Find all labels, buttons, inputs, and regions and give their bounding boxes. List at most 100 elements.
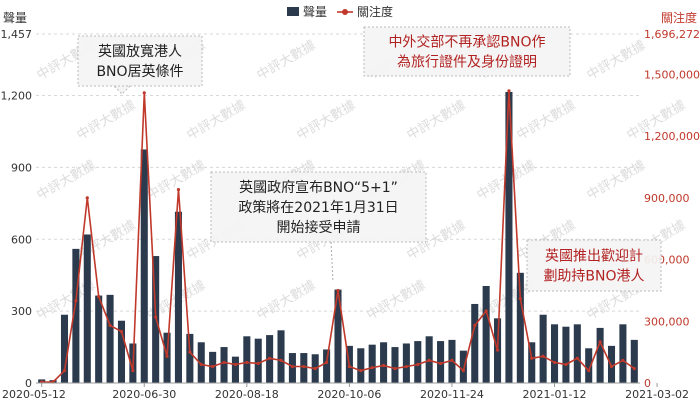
right-tick-label: 300,000	[644, 315, 690, 328]
line-point	[438, 361, 443, 366]
annotation: 英國放寬港人 BNO居英條件	[77, 35, 203, 95]
bar	[596, 327, 604, 383]
line-point	[518, 297, 522, 301]
line-point	[393, 366, 397, 371]
line-point	[233, 362, 238, 367]
line-point	[222, 360, 226, 365]
line-series	[40, 89, 636, 384]
line-point	[609, 364, 614, 369]
bar	[516, 272, 524, 383]
line-point	[621, 358, 625, 362]
legend-label: 聲量	[303, 4, 327, 19]
line-point	[427, 358, 431, 362]
bar	[550, 324, 559, 383]
watermark-text: 中評大數據	[75, 98, 139, 143]
line-point	[473, 323, 477, 327]
line-point	[495, 348, 500, 352]
x-tick-label: 2020-06-30	[112, 388, 176, 401]
bar	[174, 211, 182, 383]
legend: 聲量 關注度	[287, 4, 393, 19]
right-tick-label: 900,000	[644, 192, 690, 205]
bar	[471, 303, 479, 383]
line-point	[142, 91, 146, 95]
bar	[277, 330, 285, 383]
line-point	[85, 196, 89, 200]
watermark-text: 中評大數據	[35, 158, 99, 203]
line-point	[450, 358, 454, 362]
left-tick-label: 900	[11, 161, 32, 174]
bar	[482, 285, 490, 383]
bar	[197, 342, 205, 383]
line-point	[290, 364, 295, 369]
line-point	[416, 362, 420, 367]
x-tick-label: 2020-10-06	[317, 388, 381, 401]
annotation-text: 英國放寬港人	[98, 43, 182, 60]
line-point	[461, 369, 465, 373]
bar	[220, 347, 228, 383]
bar	[619, 324, 627, 383]
bar	[585, 348, 593, 383]
annotation-text: 政策將在2021年1月31日	[238, 199, 398, 216]
annotation-box	[77, 35, 203, 87]
annotation-pointer	[330, 241, 334, 283]
bar	[83, 234, 91, 383]
right-tick-label: 1,200,000	[644, 130, 700, 143]
line-point	[211, 364, 215, 369]
line-point	[541, 354, 545, 358]
bar	[117, 320, 126, 383]
bar	[243, 336, 251, 383]
annotation-text: 劃助持BNO港人	[543, 269, 644, 285]
left-tick-label: 600	[11, 233, 32, 246]
watermark-text: 中評大數據	[365, 278, 429, 323]
left-tick-label: 1,200	[1, 90, 33, 103]
line-point	[62, 369, 67, 373]
watermark-text: 中評大數據	[145, 158, 209, 203]
bar	[562, 326, 570, 383]
x-tick-label: 2020-05-12	[2, 388, 66, 401]
bar	[72, 248, 80, 383]
legend-swatch-dot	[342, 9, 348, 15]
legend-swatch-bar	[287, 7, 299, 16]
bar	[391, 347, 399, 383]
watermark-text: 中評大數據	[185, 98, 249, 143]
line-point	[199, 362, 203, 367]
bar	[459, 350, 467, 383]
line-point	[302, 364, 306, 369]
line-point	[598, 340, 602, 344]
bar	[402, 343, 410, 383]
left-tick-label: 1,457	[1, 28, 33, 41]
left-tick-label: 0	[25, 377, 32, 390]
annotation-text: 為旅行證件及身份證明	[397, 54, 537, 71]
annotation-pointer	[112, 85, 132, 95]
annotation-box	[526, 239, 662, 292]
watermark-text: 中評大數據	[255, 278, 319, 323]
watermark-text: 中評大數據	[585, 158, 649, 203]
bar	[607, 345, 616, 383]
watermark-text: 中評大數據	[255, 38, 319, 83]
line-point	[507, 89, 511, 93]
bar	[528, 342, 536, 383]
watermark-text: 中評大數據	[295, 98, 359, 143]
line-point	[165, 354, 169, 358]
line-point	[359, 369, 363, 373]
axes: 1,457 1,200 900 600 300 0 1,696,272 1,500,000 1,…	[1, 10, 700, 401]
bar	[414, 341, 422, 383]
left-tick-label: 300	[11, 305, 32, 318]
annotation-text: 英國推出歡迎計	[545, 248, 643, 265]
bar	[630, 339, 638, 383]
x-tick-label: 2020-11-24	[420, 388, 484, 401]
x-tick-label: 2020-08-18	[215, 388, 279, 401]
bar	[60, 314, 69, 383]
x-tick-label: 2021-01-12	[523, 388, 587, 401]
line-point	[176, 187, 181, 192]
bar	[140, 149, 148, 383]
annotation-box	[210, 171, 427, 243]
line-point	[268, 356, 272, 360]
line-point	[74, 299, 78, 303]
bar	[231, 356, 239, 383]
line-point	[370, 365, 374, 370]
line-point	[108, 323, 112, 327]
